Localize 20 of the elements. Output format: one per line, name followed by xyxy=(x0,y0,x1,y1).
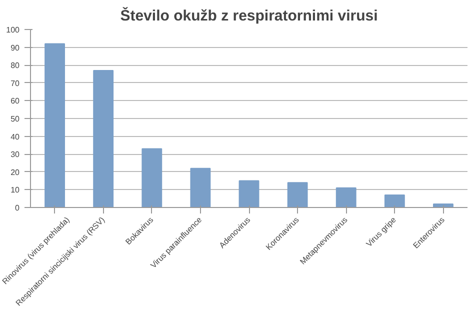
chart-title: Število okužb z respiratornimi virusi xyxy=(120,6,378,24)
y-tick-label: 30 xyxy=(10,150,20,160)
y-tick-label: 90 xyxy=(10,43,20,52)
bar xyxy=(384,194,405,208)
bar xyxy=(44,43,65,208)
y-tick-label: 60 xyxy=(10,96,20,106)
bar xyxy=(336,187,356,208)
y-tick-label: 70 xyxy=(10,78,20,88)
y-tick-label: 80 xyxy=(10,61,20,70)
bar xyxy=(287,182,308,208)
bar xyxy=(238,180,260,208)
bar xyxy=(93,70,114,208)
y-tick-label: 50 xyxy=(10,114,20,124)
y-tick-label: 20 xyxy=(10,168,20,177)
y-tick-label: 0 xyxy=(15,204,20,212)
y-tick-label: 100 xyxy=(6,26,20,34)
y-tick-label: 40 xyxy=(10,132,20,142)
bar xyxy=(190,168,211,208)
bar xyxy=(142,148,162,208)
y-tick-label: 10 xyxy=(10,186,20,195)
